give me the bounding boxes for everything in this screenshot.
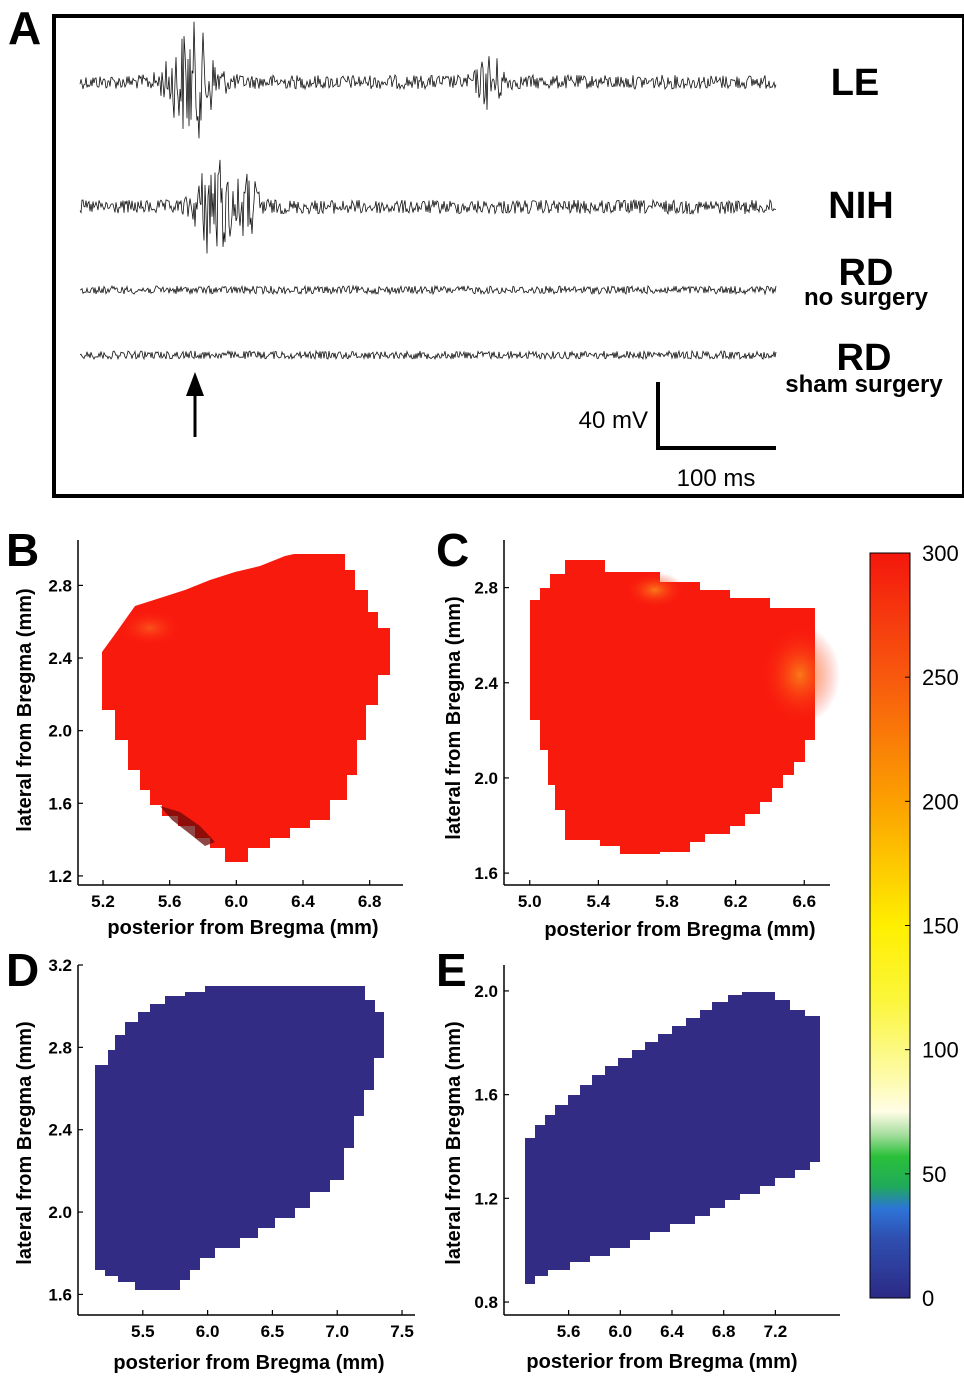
x-tick-label: 6.6 [792, 892, 816, 911]
y-axis-label-c: lateral from Bregma (mm) [443, 596, 465, 839]
trace-label-rd-2: RD [837, 337, 892, 379]
panel-a: A LE NIH RD no surgery RD sham surgery 4… [8, 2, 964, 498]
x-axis-label-d: posterior from Bregma (mm) [113, 1352, 384, 1374]
scale-voltage-label: 40 mV [579, 407, 648, 434]
x-axis-label-e: posterior from Bregma (mm) [526, 1351, 797, 1373]
colorbar: 300 250 200 150 100 50 0 [869, 541, 959, 1311]
scale-time-label: 100 ms [677, 465, 756, 492]
y-tick-label: 2.0 [48, 722, 72, 741]
x-tick-label: 6.0 [225, 892, 249, 911]
x-tick-label: 5.6 [158, 892, 182, 911]
panel-e-letter: E [436, 944, 467, 996]
panel-a-frame [52, 14, 964, 498]
x-tick-label: 5.6 [557, 1322, 581, 1341]
eeg-trace-2 [79, 159, 777, 254]
x-tick-label: 7.2 [764, 1322, 788, 1341]
x-tick-label: 5.2 [91, 892, 115, 911]
y-tick-label: 2.0 [474, 769, 498, 788]
panel-d-letter: D [6, 944, 39, 996]
y-tick-label: 2.4 [48, 1121, 72, 1140]
y-axis-label-e: lateral from Bregma (mm) [443, 1021, 465, 1264]
y-tick-label: 2.8 [48, 576, 72, 595]
x-tick-label: 6.2 [724, 892, 748, 911]
colorbar-tick-label: 250 [922, 665, 959, 690]
y-tick-label: 2.0 [48, 1203, 72, 1222]
panel-d: D 5.5 6.0 6.5 7.0 7.5 3.2 2.8 2.4 2.0 1.6 posteri… [6, 944, 415, 1374]
panel-c-letter: C [436, 524, 469, 576]
x-tick-label: 6.4 [291, 892, 315, 911]
eeg-trace-4 [79, 349, 777, 361]
x-tick-label: 5.8 [655, 892, 679, 911]
up-arrow-icon [186, 372, 204, 437]
x-tick-label: 6.0 [196, 1322, 220, 1341]
heatmap-region-e [525, 992, 820, 1284]
ticks-c: 5.0 5.4 5.8 6.2 6.6 2.8 2.4 2.0 1.6 [474, 579, 816, 911]
heatmap-region-d [95, 986, 384, 1290]
y-axis-label-b: lateral from Bregma (mm) [14, 588, 36, 831]
ticks-b: 5.2 5.6 6.0 6.4 6.8 2.8 2.4 2.0 1.6 1.2 [48, 576, 381, 911]
y-tick-label: 1.6 [474, 864, 498, 883]
axes-b [77, 540, 403, 886]
y-tick-label: 0.8 [474, 1293, 498, 1312]
eeg-traces [79, 21, 777, 361]
y-tick-label: 1.2 [474, 1189, 498, 1208]
x-axis-label-c: posterior from Bregma (mm) [544, 919, 815, 941]
colorbar-ticks: 300 250 200 150 100 50 0 [905, 541, 959, 1311]
y-tick-label: 1.6 [474, 1086, 498, 1105]
trace-label-rd-1: RD [839, 252, 894, 294]
trace-sublabel-no-surgery: no surgery [804, 284, 929, 311]
x-tick-label: 7.5 [390, 1322, 414, 1341]
y-tick-label: 2.0 [474, 982, 498, 1001]
panel-c: C 5.0 5.4 5.8 6.2 6.6 2.8 2.4 2.0 1.6 posterior … [436, 524, 840, 941]
y-tick-label: 3.2 [48, 956, 72, 975]
trace-label-nih: NIH [828, 185, 893, 227]
ticks-d: 5.5 6.0 6.5 7.0 7.5 3.2 2.8 2.4 2.0 1.6 [48, 956, 413, 1341]
x-tick-label: 7.0 [325, 1322, 349, 1341]
y-tick-label: 2.8 [474, 579, 498, 598]
panel-b: B 5.2 5.6 6.0 6.4 6.8 2.8 2.4 2.0 1.6 1.2 posteri… [6, 524, 403, 939]
scale-bar: 40 mV 100 ms [579, 382, 776, 492]
x-tick-label: 5.4 [587, 892, 611, 911]
x-tick-label: 6.5 [261, 1322, 285, 1341]
panel-e: E 5.6 6.0 6.4 6.8 7.2 2.0 1.6 1.2 0.8 posterior … [436, 944, 840, 1373]
axes-d [77, 965, 415, 1316]
trace-sublabel-sham-surgery: sham surgery [785, 371, 943, 398]
y-tick-label: 1.6 [48, 794, 72, 813]
x-tick-label: 5.0 [518, 892, 542, 911]
y-tick-label: 2.4 [474, 674, 498, 693]
x-tick-label: 5.5 [131, 1322, 155, 1341]
heatmap-region-b [102, 554, 390, 862]
colorbar-tick-label: 100 [922, 1038, 959, 1063]
x-axis-label-b: posterior from Bregma (mm) [107, 917, 378, 939]
x-tick-label: 6.4 [660, 1322, 684, 1341]
colorbar-tick-label: 0 [922, 1286, 934, 1311]
y-tick-label: 2.8 [48, 1038, 72, 1057]
panel-b-letter: B [6, 524, 39, 576]
heatmap-region-c [530, 560, 815, 854]
y-tick-label: 1.2 [48, 867, 72, 886]
colorbar-gradient [869, 552, 911, 1299]
panel-a-letter: A [8, 2, 41, 54]
x-tick-label: 6.8 [712, 1322, 736, 1341]
eeg-trace-3 [79, 284, 777, 296]
colorbar-tick-label: 200 [922, 789, 959, 814]
x-tick-label: 6.0 [608, 1322, 632, 1341]
ticks-e: 5.6 6.0 6.4 6.8 7.2 2.0 1.6 1.2 0.8 [474, 982, 787, 1341]
y-tick-label: 1.6 [48, 1285, 72, 1304]
colorbar-tick-label: 300 [922, 541, 959, 566]
x-tick-label: 6.8 [358, 892, 382, 911]
eeg-trace-1 [79, 21, 777, 139]
y-axis-label-d: lateral from Bregma (mm) [14, 1021, 36, 1264]
y-tick-label: 2.4 [48, 649, 72, 668]
trace-label-le: LE [831, 62, 880, 104]
colorbar-tick-label: 150 [922, 914, 959, 939]
colorbar-tick-label: 50 [922, 1162, 946, 1187]
